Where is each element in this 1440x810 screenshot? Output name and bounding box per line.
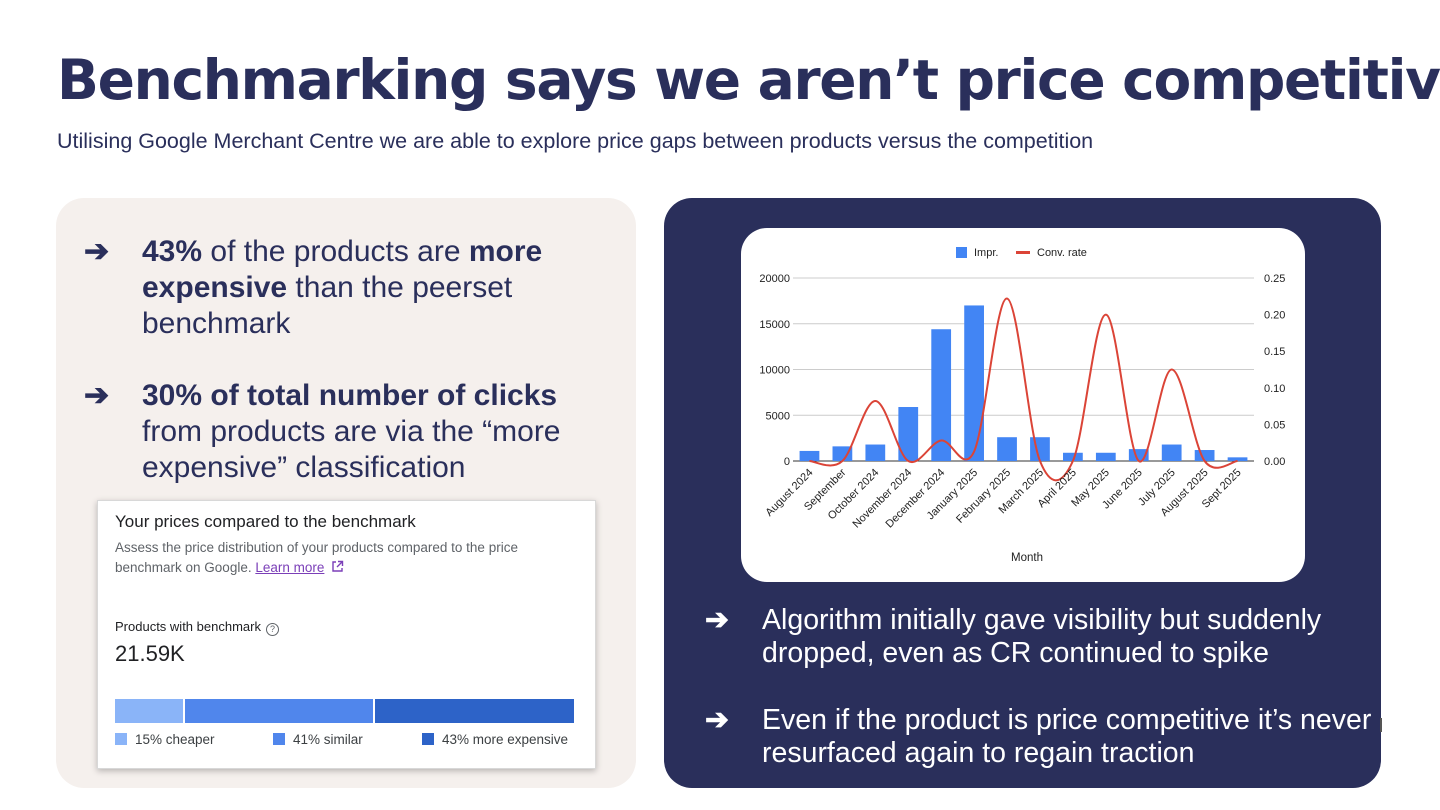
- bar-segment-cheaper[interactable]: [115, 699, 183, 723]
- legend-more-expensive: 43% more expensive: [422, 732, 568, 747]
- legend-swatch-impressions: [956, 247, 967, 258]
- benchmark-description: Assess the price distribution of your pr…: [115, 538, 585, 578]
- bar-impressions: [1227, 457, 1248, 461]
- y-right-tick-label: 0.20: [1264, 310, 1285, 322]
- external-link-icon[interactable]: [331, 560, 344, 573]
- bullet-text: Algorithm initially gave visibility but …: [762, 604, 1322, 669]
- impressions-conversion-chart: 0 5000 10000 15000 20000 0.00 0.05 0.10 0.15 0.20…: [759, 247, 1285, 564]
- bullet-span: of the products are: [202, 235, 469, 268]
- page-subtitle: Utilising Google Merchant Centre we are …: [57, 129, 1094, 153]
- bar-impressions: [1161, 444, 1182, 461]
- x-tick-label: December 2024: [883, 467, 947, 531]
- legend-similar: 41% similar: [273, 732, 363, 747]
- page-title: Benchmarking says we aren’t price compet…: [57, 48, 1440, 112]
- legend-label-conversion-rate: Conv. rate: [1037, 247, 1087, 259]
- x-axis-title: Month: [1011, 552, 1043, 564]
- legend-label-impressions: Impr.: [974, 247, 998, 259]
- y-left-tick-label: 0: [784, 456, 790, 468]
- bullet-text: Even if the product is price competitive…: [762, 704, 1372, 769]
- bar-impressions: [799, 450, 820, 461]
- y-left-tick-label: 10000: [759, 365, 790, 377]
- bullet-text: 30% of total number of clicks from produ…: [142, 378, 612, 486]
- y-left-tick-label: 20000: [759, 273, 790, 285]
- bar-impressions: [865, 444, 886, 461]
- arrow-icon: ➔: [705, 604, 729, 636]
- bar-impressions: [832, 446, 853, 461]
- y-right-tick-label: 0.15: [1264, 346, 1285, 358]
- arrow-icon: ➔: [84, 235, 110, 268]
- y-right-tick-label: 0.25: [1264, 273, 1285, 285]
- arrow-icon: ➔: [705, 704, 729, 736]
- y-right-tick-label: 0.10: [1264, 383, 1285, 395]
- bar-impressions: [1095, 452, 1116, 461]
- y-left-tick-label: 15000: [759, 319, 790, 331]
- benchmark-title: Your prices compared to the benchmark: [115, 512, 416, 531]
- legend-label: 41% similar: [293, 732, 363, 747]
- y-right-tick-label: 0.00: [1264, 456, 1285, 468]
- bar-impressions: [997, 437, 1017, 461]
- bullet-text: 43% of the products are more expensive t…: [142, 234, 612, 342]
- chart-card: 0 5000 10000 15000 20000 0.00 0.05 0.10 0.15 0.20…: [741, 228, 1305, 582]
- y-left-tick-label: 5000: [766, 410, 790, 422]
- bar-segment-more-expensive[interactable]: [374, 699, 574, 723]
- legend-label: 43% more expensive: [442, 732, 569, 747]
- line-conversion-rate: [809, 297, 1238, 482]
- help-icon[interactable]: ?: [265, 623, 279, 636]
- legend-label: 15% cheaper: [135, 732, 215, 747]
- edge-mark: [1380, 718, 1382, 732]
- legend-cheaper: 15% cheaper: [115, 732, 215, 747]
- legend-swatch: [115, 733, 127, 745]
- benchmark-card: Your prices compared to the benchmark As…: [97, 500, 596, 769]
- x-tick-label: November 2024: [851, 467, 915, 531]
- legend-swatch: [422, 733, 434, 745]
- bar-impressions: [1128, 449, 1149, 461]
- bar-impressions: [1194, 450, 1215, 461]
- bar-impressions: [1063, 452, 1083, 461]
- bullet-span: than the peerset benchmark: [142, 271, 513, 340]
- bar-impressions: [1030, 437, 1050, 461]
- bar-segment-similar[interactable]: [184, 699, 373, 723]
- benchmark-label: Products with benchmark?: [115, 619, 279, 636]
- learn-more-link[interactable]: Learn more: [255, 560, 325, 575]
- y-right-tick-label: 0.05: [1264, 419, 1285, 431]
- bullet-bold: 43%: [142, 235, 203, 268]
- arrow-icon: ➔: [84, 379, 110, 412]
- bullet-bold: more expensive: [142, 235, 543, 304]
- benchmark-label-text: Products with benchmark: [115, 619, 261, 634]
- benchmark-value: 21.59K: [115, 641, 185, 666]
- bar-impressions: [898, 407, 919, 461]
- bar-impressions: [964, 305, 984, 461]
- bullet-span: from products are via the “more expensiv…: [142, 415, 561, 484]
- benchmark-bar: [115, 699, 574, 723]
- benchmark-description-text: Assess the price distribution of your pr…: [115, 540, 518, 575]
- legend-swatch: [273, 733, 285, 745]
- bar-impressions: [931, 329, 952, 461]
- bullet-bold: 30% of total number of clicks: [142, 379, 558, 412]
